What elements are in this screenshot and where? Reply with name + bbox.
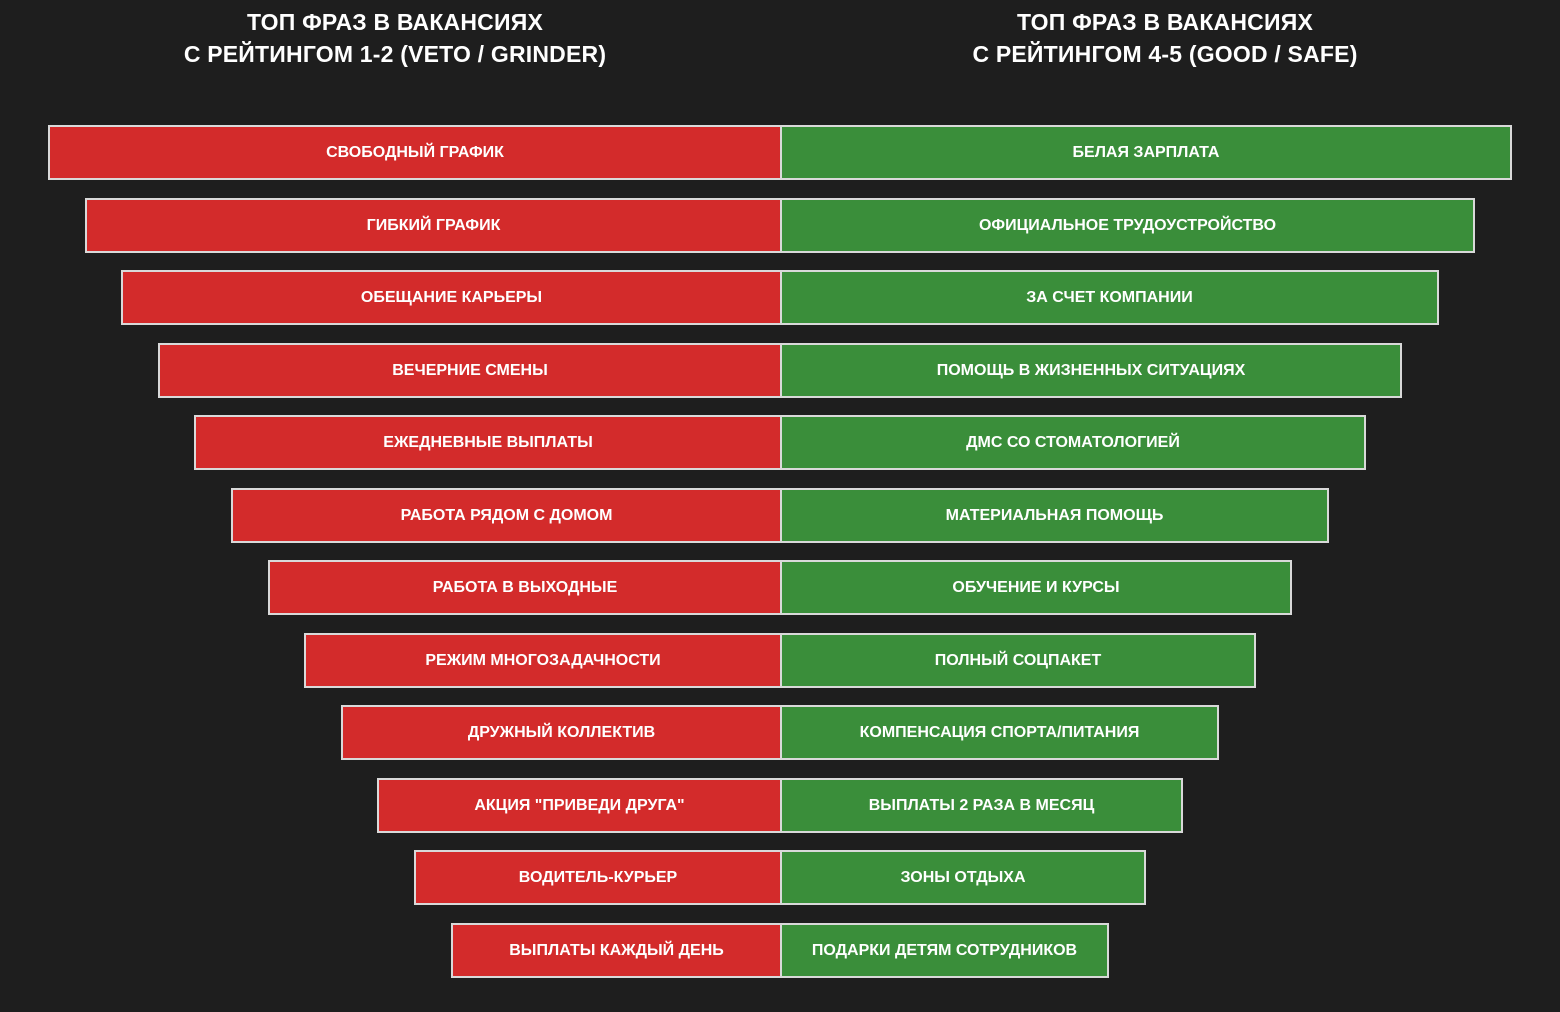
funnel-row: ВЕЧЕРНИЕ СМЕНЫ ПОМОЩЬ В ЖИЗНЕННЫХ СИТУАЦИ… — [0, 343, 1560, 398]
negative-phrase-bar: СВОБОДНЫЙ ГРАФИК — [48, 125, 780, 180]
positive-phrase-bar: МАТЕРИАЛЬНАЯ ПОМОЩЬ — [780, 488, 1329, 543]
funnel-row: ДРУЖНЫЙ КОЛЛЕКТИВ КОМПЕНСАЦИЯ СПОРТА/ПИТА… — [0, 705, 1560, 760]
funnel-row: РЕЖИМ МНОГОЗАДАЧНОСТИ ПОЛНЫЙ СОЦПАКЕТ — [0, 633, 1560, 688]
positive-phrase-bar: ОФИЦИАЛЬНОЕ ТРУДОУСТРОЙСТВО — [780, 198, 1475, 253]
funnel-row: ВЫПЛАТЫ КАЖДЫЙ ДЕНЬ ПОДАРКИ ДЕТЯМ СОТРУДН… — [0, 923, 1560, 978]
positive-phrase-bar: ЗОНЫ ОТДЫХА — [780, 850, 1146, 905]
negative-phrase-bar: АКЦИЯ "ПРИВЕДИ ДРУГА" — [377, 778, 780, 833]
negative-phrase-bar: ГИБКИЙ ГРАФИК — [85, 198, 780, 253]
funnel-row: РАБОТА РЯДОМ С ДОМОМ МАТЕРИАЛЬНАЯ ПОМОЩЬ — [0, 488, 1560, 543]
funnel-row: РАБОТА В ВЫХОДНЫЕ ОБУЧЕНИЕ И КУРСЫ — [0, 560, 1560, 615]
right-title-line-1: ТОП ФРАЗ В ВАКАНСИЯХ — [1017, 9, 1313, 35]
positive-phrase-bar: ЗА СЧЕТ КОМПАНИИ — [780, 270, 1439, 325]
positive-phrase-bar: ДМС СО СТОМАТОЛОГИЕЙ — [780, 415, 1366, 470]
positive-phrase-bar: ПОДАРКИ ДЕТЯМ СОТРУДНИКОВ — [780, 923, 1109, 978]
positive-phrase-bar: ПОЛНЫЙ СОЦПАКЕТ — [780, 633, 1256, 688]
negative-phrase-bar: РЕЖИМ МНОГОЗАДАЧНОСТИ — [304, 633, 780, 688]
funnel-row: ВОДИТЕЛЬ-КУРЬЕР ЗОНЫ ОТДЫХА — [0, 850, 1560, 905]
funnel-row: ЕЖЕДНЕВНЫЕ ВЫПЛАТЫ ДМС СО СТОМАТОЛОГИЕЙ — [0, 415, 1560, 470]
left-column-title: ТОП ФРАЗ В ВАКАНСИЯХ С РЕЙТИНГОМ 1-2 (VE… — [45, 6, 745, 70]
negative-phrase-bar: РАБОТА РЯДОМ С ДОМОМ — [231, 488, 780, 543]
right-title-line-2: С РЕЙТИНГОМ 4-5 (GOOD / SAFE) — [972, 41, 1358, 67]
positive-phrase-bar: БЕЛАЯ ЗАРПЛАТА — [780, 125, 1512, 180]
negative-phrase-bar: ВОДИТЕЛЬ-КУРЬЕР — [414, 850, 780, 905]
funnel-row: СВОБОДНЫЙ ГРАФИК БЕЛАЯ ЗАРПЛАТА — [0, 125, 1560, 180]
positive-phrase-bar: ОБУЧЕНИЕ И КУРСЫ — [780, 560, 1292, 615]
left-title-line-2: С РЕЙТИНГОМ 1-2 (VETO / GRINDER) — [183, 41, 607, 67]
positive-phrase-bar: КОМПЕНСАЦИЯ СПОРТА/ПИТАНИЯ — [780, 705, 1219, 760]
negative-phrase-bar: ДРУЖНЫЙ КОЛЛЕКТИВ — [341, 705, 780, 760]
negative-phrase-bar: ОБЕЩАНИЕ КАРЬЕРЫ — [121, 270, 780, 325]
positive-phrase-bar: ВЫПЛАТЫ 2 РАЗА В МЕСЯЦ — [780, 778, 1183, 833]
funnel-row: АКЦИЯ "ПРИВЕДИ ДРУГА" ВЫПЛАТЫ 2 РАЗА В МЕ… — [0, 778, 1560, 833]
positive-phrase-bar: ПОМОЩЬ В ЖИЗНЕННЫХ СИТУАЦИЯХ — [780, 343, 1402, 398]
funnel-row: ГИБКИЙ ГРАФИК ОФИЦИАЛЬНОЕ ТРУДОУСТРОЙСТВО — [0, 198, 1560, 253]
negative-phrase-bar: ВЫПЛАТЫ КАЖДЫЙ ДЕНЬ — [451, 923, 780, 978]
left-title-line-1: ТОП ФРАЗ В ВАКАНСИЯХ — [247, 9, 543, 35]
right-column-title: ТОП ФРАЗ В ВАКАНСИЯХ С РЕЙТИНГОМ 4-5 (GO… — [815, 6, 1515, 70]
negative-phrase-bar: ЕЖЕДНЕВНЫЕ ВЫПЛАТЫ — [194, 415, 780, 470]
negative-phrase-bar: ВЕЧЕРНИЕ СМЕНЫ — [158, 343, 780, 398]
negative-phrase-bar: РАБОТА В ВЫХОДНЫЕ — [268, 560, 780, 615]
funnel-row: ОБЕЩАНИЕ КАРЬЕРЫ ЗА СЧЕТ КОМПАНИИ — [0, 270, 1560, 325]
